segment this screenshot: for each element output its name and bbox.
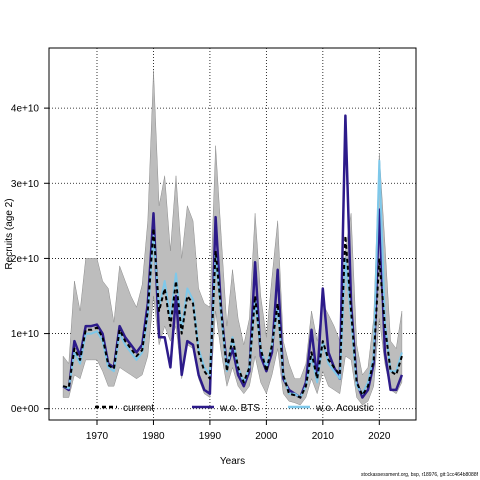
x-tick-label: 1990: [199, 431, 222, 442]
y-axis-label: Recruits (age 2): [4, 198, 15, 269]
y-tick-label: 2e+10: [11, 254, 40, 265]
legend: current w.o. BTS w.o. Acoustic: [95, 403, 374, 414]
x-tick-label: 2010: [312, 431, 335, 442]
legend-label: w.o. BTS: [219, 403, 260, 414]
legend-label: current: [123, 403, 154, 414]
y-axis: 0e+00 1e+10 2e+10 3e+10 4e+10: [11, 104, 49, 415]
footer-credit: stockassessment.org, bsp, r18976, git:1c…: [360, 472, 478, 478]
x-tick-label: 2020: [368, 431, 391, 442]
x-tick-label: 2000: [255, 431, 278, 442]
x-axis: 1970 1980 1990 2000 2010 2020: [86, 420, 391, 442]
y-tick-label: 3e+10: [11, 179, 40, 190]
x-tick-label: 1970: [86, 431, 109, 442]
x-tick-label: 1980: [142, 431, 165, 442]
y-tick-label: 4e+10: [11, 104, 40, 115]
confidence-band: [62, 70, 403, 406]
legend-label: w.o. Acoustic: [315, 403, 374, 414]
uncertainty-band: [62, 70, 403, 406]
plot-frame: [48, 47, 417, 421]
series-lines: [62, 114, 404, 399]
y-tick-label: 0e+00: [11, 404, 40, 415]
y-tick-label: 1e+10: [11, 329, 40, 340]
x-axis-label: Years: [220, 456, 245, 467]
series-line-w-o-bts: [62, 114, 404, 399]
